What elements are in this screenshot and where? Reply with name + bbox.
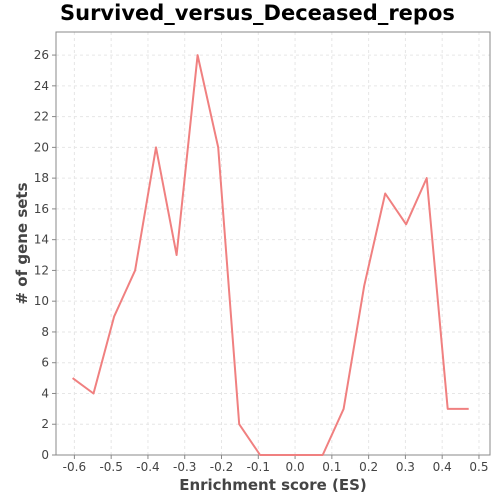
y-tick-label: 8 bbox=[41, 325, 49, 339]
y-tick-label: 16 bbox=[34, 202, 49, 216]
x-tick-label: 0.4 bbox=[433, 460, 452, 474]
y-tick-label: 2 bbox=[41, 417, 49, 431]
plot-border bbox=[55, 31, 491, 456]
x-tick-label: -0.5 bbox=[99, 460, 122, 474]
y-tick-label: 18 bbox=[34, 171, 49, 185]
series-layer bbox=[72, 54, 469, 456]
y-tick-label: 26 bbox=[34, 48, 49, 62]
y-tick-label: 4 bbox=[41, 386, 49, 400]
x-tick-label: 0.1 bbox=[322, 460, 341, 474]
y-tick-label: 20 bbox=[34, 140, 49, 154]
x-tick-label: 0.3 bbox=[396, 460, 415, 474]
y-tick-label: 10 bbox=[34, 294, 49, 308]
y-tick-label: 24 bbox=[34, 79, 49, 93]
x-tick-label: -0.3 bbox=[173, 460, 196, 474]
grid bbox=[56, 32, 490, 456]
x-tick-label: -0.4 bbox=[136, 460, 159, 474]
y-tick-label: 0 bbox=[41, 448, 49, 462]
x-axis-label: Enrichment score (ES) bbox=[179, 476, 367, 494]
x-tick-label: -0.6 bbox=[63, 460, 86, 474]
x-tick-label: -0.1 bbox=[247, 460, 270, 474]
x-tick-label: -0.2 bbox=[210, 460, 233, 474]
series-line bbox=[72, 54, 469, 456]
y-axis-label: # of gene sets bbox=[13, 182, 31, 304]
y-tick-label: 12 bbox=[34, 263, 49, 277]
y-tick-label: 22 bbox=[34, 110, 49, 124]
chart-title: Survived_versus_Deceased_repos bbox=[60, 1, 455, 25]
x-axis: -0.6 -0.5 -0.4 -0.3 -0.2 -0.1 0.0 0.1 0.2 0.3 0.4 0… bbox=[63, 455, 489, 474]
x-tick-label: 0.0 bbox=[286, 460, 305, 474]
y-tick-label: 14 bbox=[34, 233, 49, 247]
y-tick-label: 6 bbox=[41, 356, 49, 370]
x-tick-label: 0.2 bbox=[359, 460, 378, 474]
x-tick-label: 0.5 bbox=[469, 460, 488, 474]
